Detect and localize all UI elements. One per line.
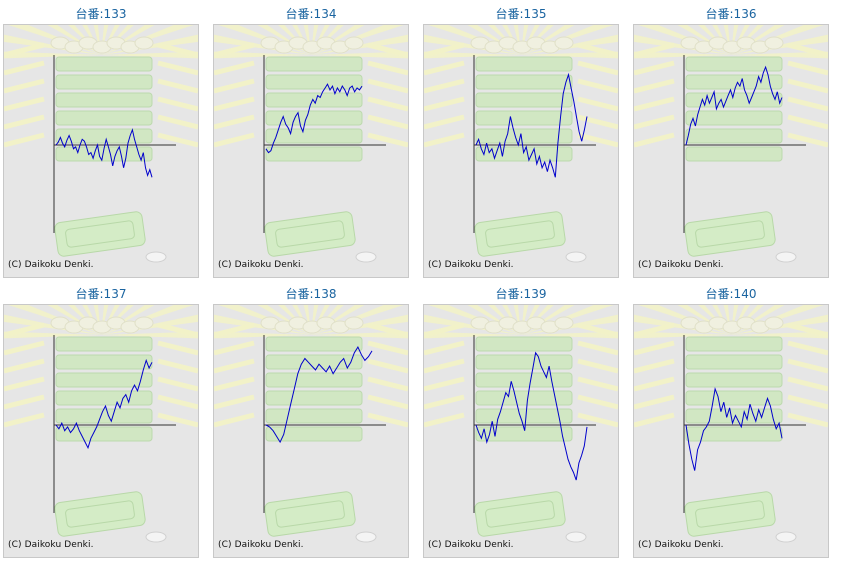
slump-line	[475, 351, 588, 481]
slump-graph	[634, 25, 828, 263]
slump-line	[265, 83, 363, 154]
machine-card[interactable]: 台番:136 (C) Daikoku Denki.	[633, 2, 829, 278]
machine-illustration	[424, 305, 618, 543]
machine-number-label[interactable]: 台番:133	[75, 7, 127, 21]
slump-graph-panel: (C) Daikoku Denki.	[423, 24, 619, 278]
machine-illustration	[214, 305, 408, 543]
machine-number-label[interactable]: 台番:135	[495, 7, 547, 21]
copyright-text: (C) Daikoku Denki.	[428, 260, 514, 270]
machine-card[interactable]: 台番:138 (C) Daikoku Denki.	[213, 282, 409, 558]
slump-line	[685, 65, 783, 146]
machine-illustration	[634, 25, 828, 263]
machine-number-label[interactable]: 台番:136	[705, 7, 757, 21]
machine-number-label[interactable]: 台番:139	[495, 287, 547, 301]
slump-graph-panel: (C) Daikoku Denki.	[633, 304, 829, 558]
slump-graph	[424, 305, 618, 543]
slump-line	[475, 72, 588, 178]
machine-illustration	[214, 25, 408, 263]
slump-graph	[214, 25, 408, 263]
machine-card[interactable]: 台番:139 (C) Daikoku Denki.	[423, 282, 619, 558]
machine-number-label[interactable]: 台番:137	[75, 287, 127, 301]
slump-graph	[4, 305, 198, 543]
machine-number-label[interactable]: 台番:134	[285, 7, 337, 21]
machine-illustration	[634, 305, 828, 543]
machine-number-label[interactable]: 台番:140	[705, 287, 757, 301]
copyright-text: (C) Daikoku Denki.	[638, 260, 724, 270]
machine-card[interactable]: 台番:137 (C) Daikoku Denki.	[3, 282, 199, 558]
slump-line	[265, 346, 373, 444]
slump-graph-panel: (C) Daikoku Denki.	[633, 24, 829, 278]
slump-graph	[424, 25, 618, 263]
slump-graph-panel: (C) Daikoku Denki.	[423, 304, 619, 558]
slump-line	[685, 387, 783, 471]
machine-number-label[interactable]: 台番:138	[285, 287, 337, 301]
machine-illustration	[4, 305, 198, 543]
copyright-text: (C) Daikoku Denki.	[8, 540, 94, 550]
slump-graph	[214, 305, 408, 543]
copyright-text: (C) Daikoku Denki.	[218, 540, 304, 550]
machine-card[interactable]: 台番:140 (C) Daikoku Denki.	[633, 282, 829, 558]
slump-graph	[4, 25, 198, 263]
slump-graph-panel: (C) Daikoku Denki.	[3, 304, 199, 558]
slump-graph-panel: (C) Daikoku Denki.	[213, 304, 409, 558]
slump-graph-panel: (C) Daikoku Denki.	[3, 24, 199, 278]
slump-line	[55, 358, 153, 450]
machine-card[interactable]: 台番:135 (C) Daikoku Denki.	[423, 2, 619, 278]
copyright-text: (C) Daikoku Denki.	[638, 540, 724, 550]
copyright-text: (C) Daikoku Denki.	[428, 540, 514, 550]
machine-illustration	[4, 25, 198, 263]
slump-graph-panel: (C) Daikoku Denki.	[213, 24, 409, 278]
copyright-text: (C) Daikoku Denki.	[8, 260, 94, 270]
slump-line	[55, 128, 153, 178]
machine-card[interactable]: 台番:133 (C) Daikoku Denki.	[3, 2, 199, 278]
machine-card[interactable]: 台番:134 (C) Daikoku Denki.	[213, 2, 409, 278]
copyright-text: (C) Daikoku Denki.	[218, 260, 304, 270]
slump-graph	[634, 305, 828, 543]
machine-illustration	[424, 25, 618, 263]
